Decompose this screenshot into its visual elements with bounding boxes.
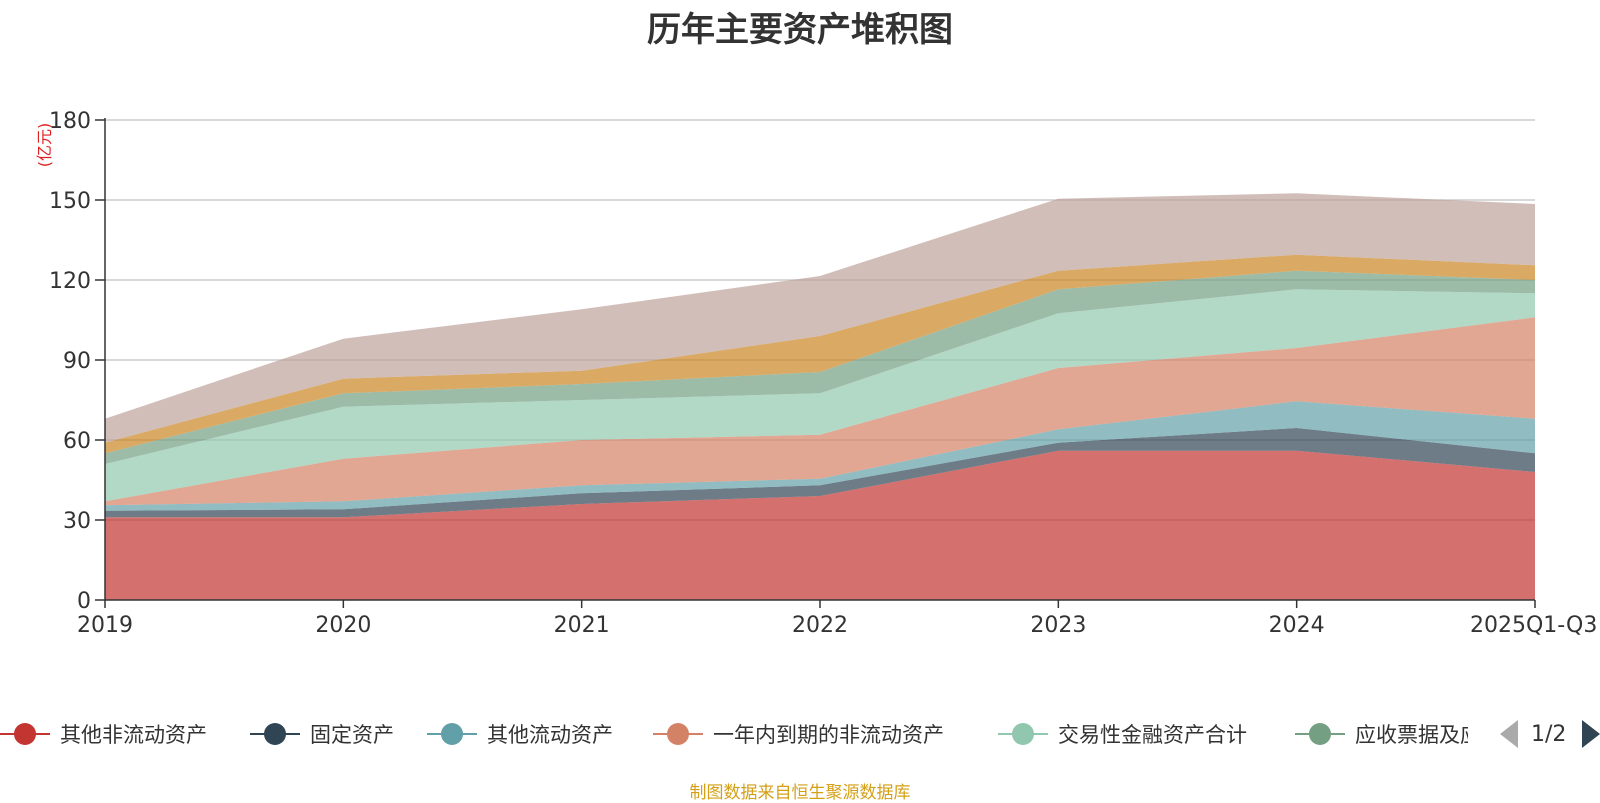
x-tick-label: 2023	[1030, 613, 1086, 638]
x-tick-label: 2019	[77, 613, 133, 638]
legend-page-indicator: 1/2	[1531, 722, 1566, 747]
x-tick-label: 2025Q1-Q3	[1470, 613, 1597, 638]
area-series[interactable]	[105, 317, 1535, 506]
legend-label: 其他流动资产	[487, 723, 613, 747]
legend-circle-marker	[1012, 723, 1034, 745]
y-tick-label: 30	[63, 509, 91, 534]
area-series[interactable]	[105, 193, 1535, 443]
x-tick-label: 2024	[1269, 613, 1325, 638]
x-tick-labels: 2019 2020 2021 2022 2023 2024 2025Q1-Q3	[77, 600, 1597, 638]
x-tick-label: 2021	[554, 613, 610, 638]
legend-item[interactable]: 交易性金融资产合计	[998, 723, 1247, 747]
legend-label: 其他非流动资产	[60, 723, 207, 747]
y-tick-label: 60	[63, 429, 91, 454]
area-series[interactable]	[105, 450, 1535, 600]
legend-circle-marker	[667, 723, 689, 745]
y-tick-label: 120	[49, 269, 91, 294]
legend-circle-marker	[1309, 723, 1331, 745]
legend-circle-marker	[14, 723, 36, 745]
x-tick-label: 2020	[315, 613, 371, 638]
triangle-left-icon[interactable]	[1500, 720, 1518, 748]
y-tick-label: 90	[63, 349, 91, 374]
y-tick-label: 0	[77, 589, 91, 614]
area-series-group	[105, 193, 1535, 600]
area-series[interactable]	[105, 401, 1535, 511]
triangle-right-icon[interactable]	[1582, 720, 1600, 748]
area-series[interactable]	[105, 254, 1535, 454]
legend[interactable]: 其他非流动资产 固定资产 其他流动资产 一年内到期的非流动资产 交易性金融资产合计 应收票…	[0, 723, 1544, 747]
area-series[interactable]	[105, 289, 1535, 502]
y-axis-unit-label: (亿元)	[35, 123, 54, 168]
legend-label: 交易性金融资产合计	[1058, 723, 1247, 747]
legend-item[interactable]: 其他非流动资产	[0, 723, 207, 747]
legend-label: 固定资产	[310, 723, 394, 747]
legend-circle-marker	[264, 723, 286, 745]
y-tick-label: 180	[49, 109, 91, 134]
legend-circle-marker	[441, 723, 463, 745]
legend-label: 应收票据及应收账款	[1355, 723, 1544, 747]
y-tick-labels: 0 30 60 90 120 150 180	[49, 109, 91, 614]
x-tick-label: 2022	[792, 613, 848, 638]
legend-pager: 1/2	[1500, 720, 1600, 748]
area-series[interactable]	[105, 270, 1535, 464]
legend-label: 一年内到期的非流动资产	[713, 723, 944, 747]
y-tick-label: 150	[49, 189, 91, 214]
chart-title: 历年主要资产堆积图	[647, 10, 953, 50]
area-series[interactable]	[105, 428, 1535, 518]
legend-item[interactable]: 固定资产	[250, 723, 394, 747]
source-note: 制图数据来自恒生聚源数据库	[689, 783, 911, 803]
legend-item[interactable]: 一年内到期的非流动资产	[653, 723, 944, 747]
legend-item[interactable]: 其他流动资产	[427, 723, 613, 747]
legend-item[interactable]: 应收票据及应收账款	[1295, 723, 1544, 747]
